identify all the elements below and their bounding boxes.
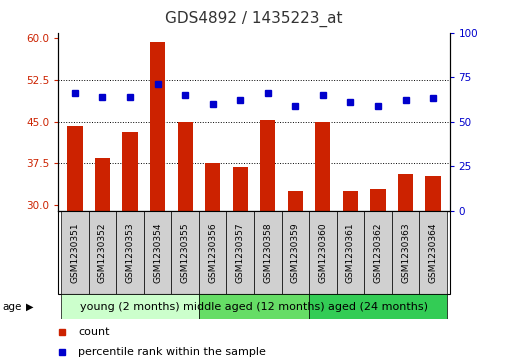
Bar [337, 211, 364, 294]
Bar [227, 211, 254, 294]
Text: GSM1230364: GSM1230364 [429, 222, 437, 282]
Text: GSM1230358: GSM1230358 [263, 222, 272, 283]
Text: age: age [3, 302, 22, 312]
Bar [144, 211, 171, 294]
Text: middle aged (12 months): middle aged (12 months) [183, 302, 325, 312]
Bar [392, 211, 419, 294]
Bar [419, 211, 447, 294]
Bar [309, 294, 447, 319]
Bar [61, 211, 89, 294]
Text: GSM1230356: GSM1230356 [208, 222, 217, 283]
Text: percentile rank within the sample: percentile rank within the sample [78, 347, 266, 357]
Text: young (2 months): young (2 months) [80, 302, 180, 312]
Bar [61, 294, 199, 319]
Bar [150, 42, 165, 211]
Bar [178, 122, 193, 211]
Bar [426, 176, 440, 211]
Bar [171, 211, 199, 294]
Bar [199, 294, 309, 319]
Text: GSM1230353: GSM1230353 [125, 222, 135, 283]
Text: GSM1230361: GSM1230361 [346, 222, 355, 283]
Bar [260, 120, 275, 211]
Text: GSM1230352: GSM1230352 [98, 222, 107, 282]
Bar [254, 211, 281, 294]
Bar [205, 163, 220, 211]
Bar [370, 189, 386, 211]
Bar [116, 211, 144, 294]
Bar [315, 122, 330, 211]
Text: GSM1230351: GSM1230351 [71, 222, 79, 283]
Text: GSM1230354: GSM1230354 [153, 222, 162, 282]
Bar [398, 174, 413, 211]
Bar [309, 211, 337, 294]
Bar [122, 132, 138, 211]
Text: GSM1230362: GSM1230362 [373, 222, 383, 282]
Bar [364, 211, 392, 294]
Text: GSM1230355: GSM1230355 [181, 222, 189, 283]
Bar [89, 211, 116, 294]
Bar [343, 191, 358, 211]
Text: GSM1230360: GSM1230360 [319, 222, 327, 283]
Bar [95, 158, 110, 211]
Text: GSM1230363: GSM1230363 [401, 222, 410, 283]
Bar [281, 211, 309, 294]
Text: GSM1230357: GSM1230357 [236, 222, 245, 283]
Bar [288, 191, 303, 211]
Bar [199, 211, 227, 294]
Text: count: count [78, 327, 110, 337]
Text: GSM1230359: GSM1230359 [291, 222, 300, 283]
Bar [233, 167, 248, 211]
Text: aged (24 months): aged (24 months) [328, 302, 428, 312]
Text: ▶: ▶ [26, 302, 34, 312]
Text: GDS4892 / 1435223_at: GDS4892 / 1435223_at [165, 11, 343, 27]
Bar [68, 126, 82, 211]
